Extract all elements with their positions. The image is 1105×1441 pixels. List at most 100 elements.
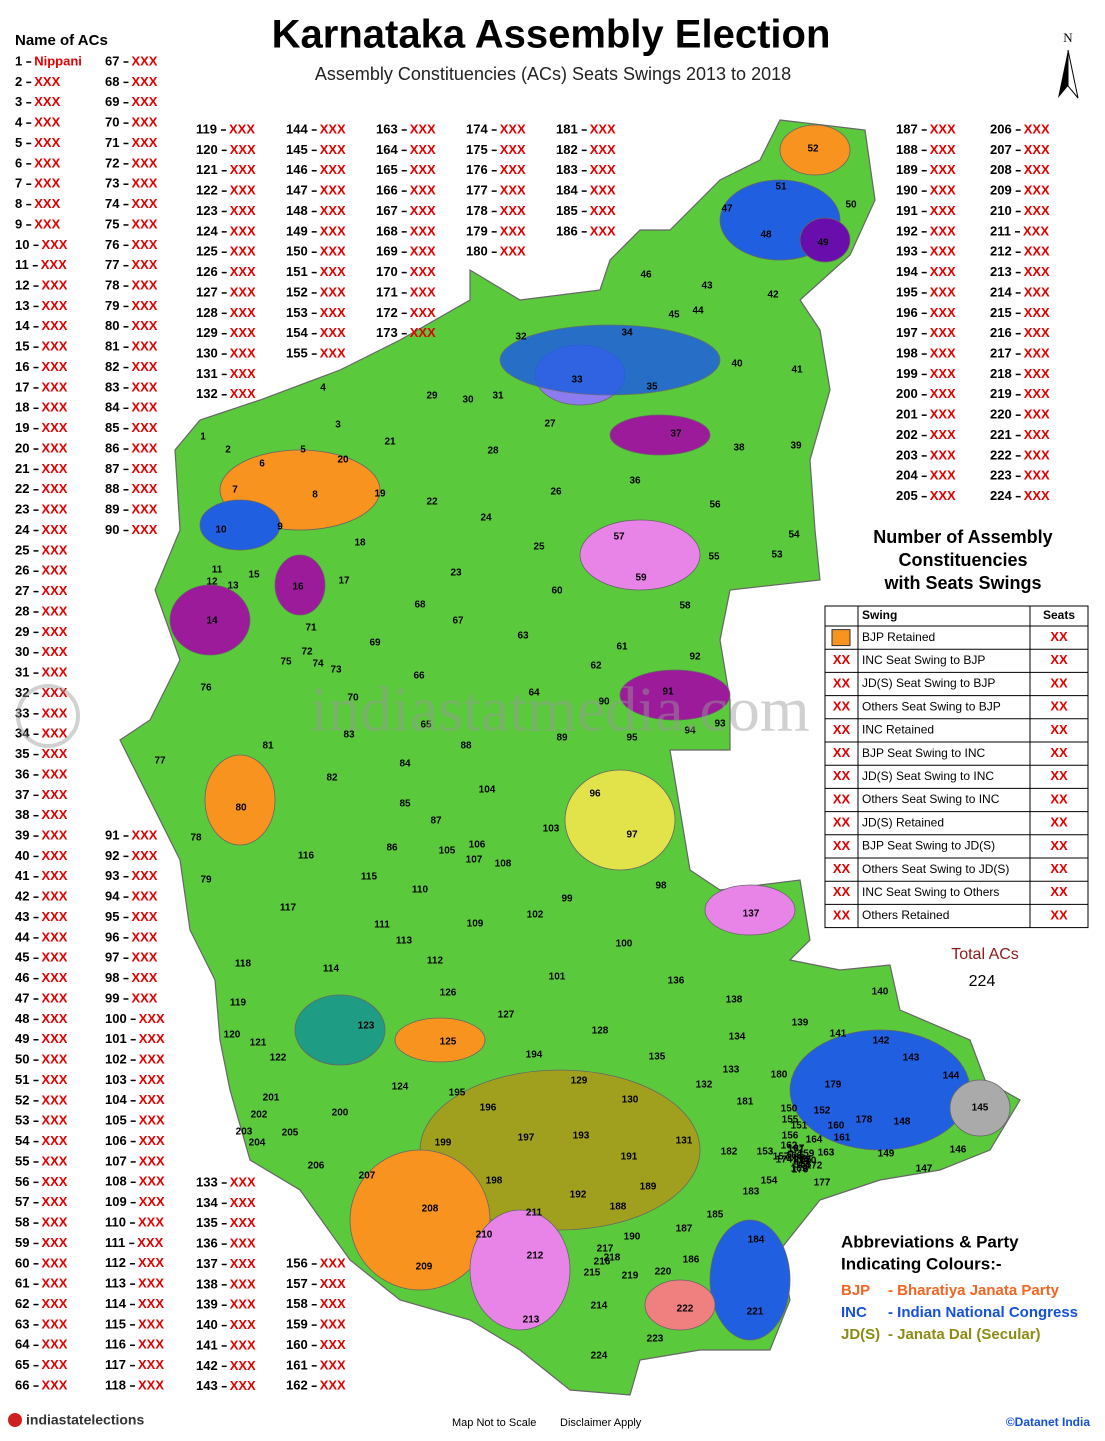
legend-marker: XX bbox=[833, 699, 851, 714]
list-name: XXX bbox=[230, 1276, 256, 1291]
map-label: 72 bbox=[301, 647, 313, 658]
map-label: 146 bbox=[950, 1145, 967, 1156]
legend-marker: XX bbox=[833, 884, 851, 899]
list-name: XXX bbox=[320, 1296, 346, 1311]
list-name: XXX bbox=[131, 502, 157, 517]
list-number: 116 bbox=[105, 1337, 126, 1352]
list-number: 16 bbox=[15, 359, 29, 374]
map-label: 83 bbox=[343, 730, 355, 741]
list-number: 20 bbox=[15, 440, 29, 455]
map-label: 100 bbox=[616, 939, 633, 950]
legend-swing: Others Seat Swing to JD(S) bbox=[862, 862, 1009, 876]
list-number: 132 bbox=[196, 386, 218, 401]
list-name: XXX bbox=[131, 400, 157, 415]
map-label: 150 bbox=[781, 1104, 798, 1115]
list-number: 43 bbox=[15, 909, 29, 924]
list-name: XXX bbox=[41, 1215, 67, 1230]
list-name: XXX bbox=[34, 155, 60, 170]
logo-icon bbox=[8, 1413, 22, 1427]
list-name: XXX bbox=[1024, 264, 1050, 279]
list-number: 202 bbox=[896, 427, 918, 442]
legend-swing: INC Seat Swing to BJP bbox=[862, 653, 985, 667]
list-number: 6 bbox=[15, 155, 22, 170]
list-name: XXX bbox=[34, 115, 60, 130]
list-number: 187 bbox=[896, 121, 918, 136]
map-label: 64 bbox=[528, 688, 540, 699]
map-label: 199 bbox=[435, 1138, 452, 1149]
list-number: 98 bbox=[105, 970, 119, 985]
map-label: 175 bbox=[793, 1155, 810, 1166]
map-label: 161 bbox=[834, 1133, 851, 1144]
list-number: 61 bbox=[15, 1276, 29, 1291]
map-label: 70 bbox=[347, 693, 359, 704]
list-name: XXX bbox=[34, 74, 60, 89]
list-number: 140 bbox=[196, 1317, 218, 1332]
map-label: 111 bbox=[374, 920, 390, 931]
map-label: 62 bbox=[590, 661, 602, 672]
list-name: XXX bbox=[41, 563, 67, 578]
list-number: 106 bbox=[105, 1133, 127, 1148]
list-number: 7 bbox=[15, 176, 22, 191]
list-name: XXX bbox=[41, 298, 67, 313]
map-label: 28 bbox=[487, 446, 499, 457]
list-name: XXX bbox=[131, 74, 157, 89]
list-number: 178 bbox=[466, 203, 488, 218]
map-label: 17 bbox=[338, 576, 350, 587]
list-name: XXX bbox=[41, 481, 67, 496]
list-name: XXX bbox=[139, 1052, 165, 1067]
map-label: 203 bbox=[236, 1127, 253, 1138]
list-number: 186 bbox=[556, 223, 578, 238]
list-number: 85 bbox=[105, 420, 119, 435]
map-label: 201 bbox=[263, 1093, 280, 1104]
list-number: 137 bbox=[196, 1256, 218, 1271]
list-name: XXX bbox=[138, 1214, 164, 1229]
map-label: 5 bbox=[300, 445, 306, 456]
legend-swing: JD(S) Seat Swing to INC bbox=[862, 769, 994, 783]
map-label: 117 bbox=[280, 903, 297, 914]
list-number: 175 bbox=[466, 142, 488, 157]
list-name: XXX bbox=[131, 827, 157, 842]
map-label: 67 bbox=[452, 616, 464, 627]
list-number: 37 bbox=[15, 787, 29, 802]
list-number: 115 bbox=[105, 1316, 126, 1331]
list-name: XXX bbox=[1024, 488, 1050, 503]
list-name: XXX bbox=[230, 1297, 256, 1312]
map-label: 151 bbox=[791, 1121, 808, 1132]
list-number: 88 bbox=[105, 481, 119, 496]
list-name: XXX bbox=[41, 827, 67, 842]
abbreviations: Abbreviations & Party Indicating Colours:… bbox=[841, 1232, 1078, 1342]
map-label: 3 bbox=[335, 420, 341, 431]
list-name: XXX bbox=[1023, 223, 1049, 238]
map-label: 170 bbox=[800, 1156, 817, 1167]
list-number: 28 bbox=[15, 603, 29, 618]
map-label: 149 bbox=[878, 1149, 895, 1160]
party-abbr: JD(S) bbox=[841, 1326, 880, 1343]
list-name: XXX bbox=[230, 1378, 256, 1393]
list-name: XXX bbox=[1024, 346, 1050, 361]
map-label: 180 bbox=[771, 1070, 788, 1081]
list-name: XXX bbox=[138, 1337, 164, 1352]
list-name: XXX bbox=[410, 142, 436, 157]
map-label: 196 bbox=[480, 1103, 497, 1114]
map-label: 215 bbox=[584, 1268, 601, 1279]
region bbox=[294, 994, 386, 1066]
legend-seats: XX bbox=[1050, 815, 1068, 830]
map-label: 79 bbox=[200, 875, 212, 886]
list-number: 161 bbox=[286, 1357, 308, 1372]
list-number: 107 bbox=[105, 1153, 127, 1168]
list-name: XXX bbox=[1024, 386, 1050, 401]
map-label: 116 bbox=[298, 851, 315, 862]
map-label: 33 bbox=[571, 375, 583, 386]
list-name: XXX bbox=[41, 1337, 67, 1352]
map-label: 156 bbox=[782, 1131, 799, 1142]
list-number: 41 bbox=[15, 868, 29, 883]
list-name: XXX bbox=[41, 1072, 67, 1087]
legend-swing: Others Seat Swing to INC bbox=[862, 792, 1000, 806]
list-name: XXX bbox=[500, 244, 526, 259]
list-number: 82 bbox=[105, 359, 119, 374]
list-name: XXX bbox=[590, 223, 616, 238]
map-label: 167 bbox=[788, 1144, 805, 1155]
list-name: XXX bbox=[41, 685, 67, 700]
map-label: 92 bbox=[689, 652, 701, 663]
list-name: XXX bbox=[320, 121, 346, 136]
